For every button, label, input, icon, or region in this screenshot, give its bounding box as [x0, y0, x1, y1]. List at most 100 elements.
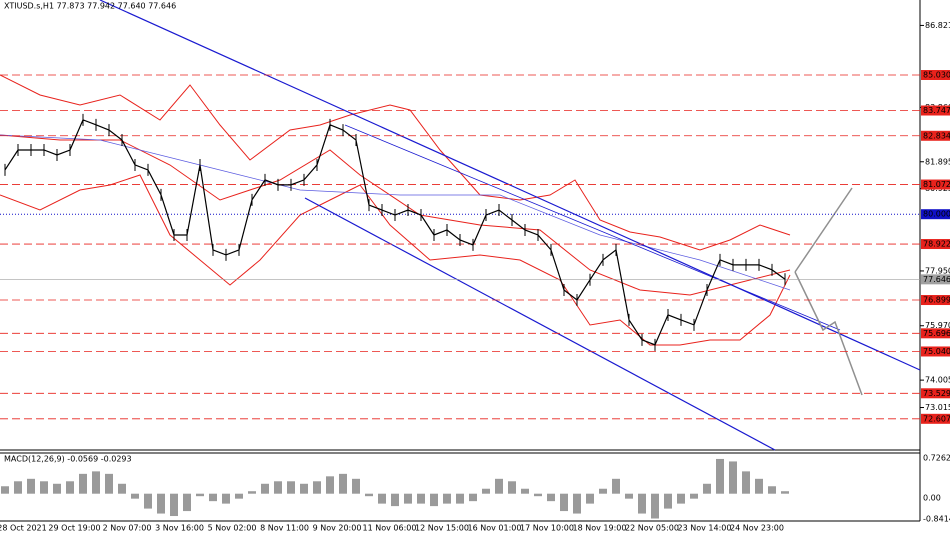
- macd-bar: [768, 486, 776, 494]
- level-tag: [921, 130, 950, 141]
- level-tag: [921, 239, 950, 250]
- macd-bar: [469, 493, 477, 502]
- lower-band: [0, 174, 791, 346]
- macd-bar: [144, 493, 152, 509]
- x-tick-label: 5 Nov 02:00: [208, 524, 257, 533]
- x-tick-label: 29 Oct 19:00: [48, 524, 100, 533]
- macd-bar: [326, 476, 334, 494]
- macd-bar: [339, 473, 347, 494]
- macd-bar: [547, 493, 555, 502]
- level-label: 82.834: [923, 131, 950, 140]
- macd-bar: [105, 473, 113, 494]
- x-tick-label: 18 Nov 19:00: [573, 524, 627, 533]
- x-tick-label: 23 Nov 14:00: [678, 524, 732, 533]
- level-label: 80.000: [923, 210, 950, 219]
- x-tick-label: 9 Nov 20:00: [313, 524, 362, 533]
- macd-bar: [599, 488, 607, 494]
- macd-bar: [261, 483, 269, 494]
- level-tag: [921, 70, 950, 80]
- middle-band: [0, 134, 791, 296]
- level-tag: [921, 295, 950, 306]
- x-tick-label: 16 Nov 01:00: [468, 524, 522, 533]
- macd-bar: [235, 493, 243, 499]
- level-label: 72.607: [923, 414, 950, 423]
- macd-title: MACD(12,26,9) -0.0569 -0.0293: [4, 455, 132, 464]
- macd-bar: [677, 493, 685, 504]
- macd-bar: [79, 473, 87, 494]
- level-label: 78.922: [923, 240, 950, 249]
- macd-bar: [27, 478, 35, 494]
- y-tick-label: 73.015: [925, 403, 950, 412]
- level-label: 75.040: [923, 347, 950, 356]
- macd-bar: [729, 461, 737, 494]
- macd-bar: [157, 493, 165, 514]
- level-label: 75.696: [923, 329, 950, 338]
- y-tick-label: 74.005: [925, 376, 950, 385]
- macd-scale-label: 0.7262: [923, 454, 950, 463]
- x-tick-label: 22 Nov 05:00: [625, 524, 679, 533]
- macd-bar: [755, 478, 763, 494]
- macd-bar: [300, 483, 308, 494]
- macd-bar: [638, 493, 646, 514]
- y-tick-label: 75.970: [925, 321, 950, 330]
- level-tag: [921, 274, 950, 285]
- macd-bar: [391, 493, 399, 507]
- macd-bar: [40, 481, 48, 494]
- level-tag: [921, 209, 950, 220]
- macd-bar: [1, 486, 9, 494]
- x-tick-label: 11 Nov 06:00: [363, 524, 417, 533]
- chart-header: XTIUSD.s,H1 77.873 77.942 77.640 77.646: [4, 2, 176, 11]
- macd-bar: [573, 493, 581, 514]
- macd-bar: [248, 491, 256, 494]
- macd-bar: [664, 493, 672, 509]
- macd-bar: [131, 493, 139, 499]
- macd-bar: [352, 478, 360, 494]
- macd-bar: [404, 493, 412, 504]
- x-tick-label: 28 Oct 2021: [0, 524, 47, 533]
- macd-bar: [417, 493, 425, 504]
- level-label: 85.030: [923, 71, 950, 80]
- level-tag: [921, 388, 950, 399]
- macd-bar: [170, 493, 178, 517]
- forecast-arrow-down: [794, 271, 863, 396]
- y-tick-label: 77.950: [925, 266, 950, 275]
- macd-bar: [313, 481, 321, 494]
- x-tick-label: 24 Nov 23:00: [730, 524, 784, 533]
- macd-bar: [92, 471, 100, 494]
- x-tick-label: 17 Nov 10:00: [520, 524, 574, 533]
- macd-bar: [625, 493, 633, 499]
- moving-average: [0, 134, 791, 291]
- macd-bar: [118, 483, 126, 494]
- macd-bar: [586, 493, 594, 504]
- level-label: 76.899: [923, 296, 950, 305]
- macd-bar: [703, 483, 711, 494]
- macd-bar: [209, 493, 217, 502]
- upper-band: [0, 74, 791, 251]
- macd-bar: [287, 481, 295, 494]
- level-tag: [921, 328, 950, 339]
- y-tick-label: 81.895: [925, 157, 950, 166]
- macd-scale-label: -0.8414: [923, 515, 950, 524]
- y-tick-label: 86.821: [925, 21, 950, 30]
- macd-bar: [495, 478, 503, 494]
- macd-bar: [274, 481, 282, 494]
- macd-bar: [612, 478, 620, 494]
- macd-bar: [742, 471, 750, 494]
- macd-bar: [482, 488, 490, 494]
- macd-bar: [222, 493, 230, 504]
- macd-bar: [443, 493, 451, 504]
- macd-bar: [521, 488, 529, 494]
- macd-bar: [781, 491, 789, 494]
- level-tag: [921, 413, 950, 424]
- macd-bar: [183, 493, 191, 512]
- x-tick-label: 8 Nov 11:00: [260, 524, 309, 533]
- macd-bar: [14, 481, 22, 494]
- macd-bar: [196, 493, 204, 497]
- macd-bar: [690, 493, 698, 499]
- macd-bar: [456, 493, 464, 504]
- macd-scale-label: 0.00: [923, 494, 941, 503]
- level-label: 81.072: [923, 180, 950, 189]
